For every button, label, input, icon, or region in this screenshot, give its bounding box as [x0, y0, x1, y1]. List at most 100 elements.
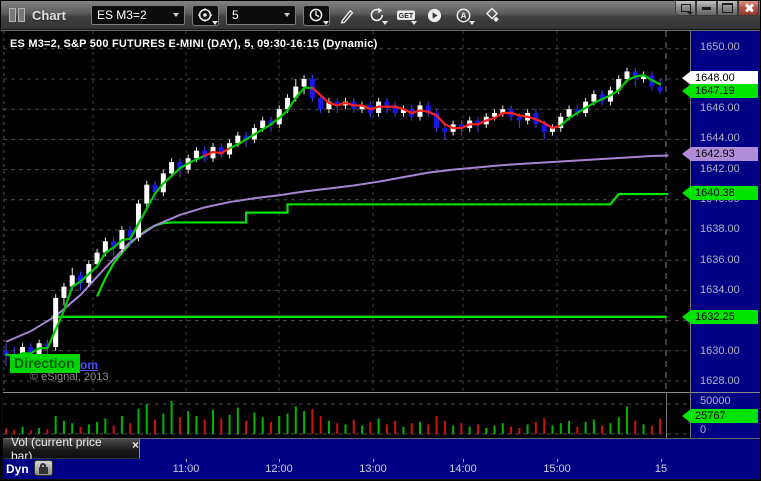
volume-bar	[294, 406, 297, 434]
divider	[1, 30, 760, 31]
volume-bar	[626, 406, 628, 434]
fast-ma-segment	[394, 105, 405, 111]
time-template-button[interactable]	[302, 4, 330, 26]
volume-bar	[87, 424, 90, 434]
price-tick-label: 1638.00	[700, 223, 740, 235]
close-window-button[interactable]	[738, 1, 759, 16]
pane-divider	[3, 392, 760, 393]
volume-bar	[485, 428, 488, 434]
volume-bar	[518, 428, 521, 434]
volume-bar	[336, 423, 339, 434]
dynamic-mode-label: Dyn	[6, 462, 29, 476]
time-tick-label: 11:00	[172, 463, 200, 475]
price-axis[interactable]: 1650.001646.001644.001642.001640.001638.…	[682, 31, 760, 392]
volume-indicator-tab[interactable]: Vol (current price bar) ×	[3, 435, 140, 463]
chevron-down-icon	[283, 13, 290, 17]
indicator-link[interactable]: om	[80, 358, 98, 372]
clock-icon	[310, 8, 323, 22]
restore-icon	[680, 4, 693, 15]
candle	[392, 105, 398, 113]
fast-ma-segment	[170, 167, 181, 177]
maximize-button[interactable]	[717, 1, 738, 16]
price-pane[interactable]: ES M3=2, S&P 500 FUTURES E-MINI (DAY), 5…	[3, 31, 691, 392]
volume-bar	[21, 426, 24, 434]
candle	[243, 135, 249, 140]
volume-bar	[510, 426, 513, 434]
volume-bar	[460, 423, 463, 434]
volume-bar	[427, 424, 430, 434]
volume-bar	[493, 425, 496, 434]
volume-pane[interactable]	[3, 393, 691, 438]
symbol-combobox[interactable]: ES M3=2	[90, 5, 185, 25]
fast-ma-segment	[187, 158, 198, 165]
window-panes-icon	[9, 8, 25, 22]
indicator-tab-bar: Vol (current price bar) ×	[3, 435, 760, 463]
volume-bar	[261, 417, 264, 434]
fast-ma-segment	[137, 207, 148, 225]
fast-ma-segment	[54, 309, 66, 331]
fast-ma-segment	[46, 328, 57, 350]
restore-window-button[interactable]	[675, 1, 696, 16]
volume-bar	[170, 401, 173, 434]
fast-ma-segment	[327, 101, 339, 107]
format-painter-button[interactable]	[482, 5, 504, 25]
minimize-button[interactable]	[696, 1, 717, 16]
price-tick-label: 1634.00	[700, 284, 740, 296]
candle	[475, 120, 481, 125]
play-button[interactable]	[424, 5, 446, 25]
auto-annotation-button[interactable]: A	[453, 5, 475, 25]
candle	[285, 97, 291, 110]
fast-ma-segment	[311, 86, 322, 97]
volume-bar	[443, 420, 446, 434]
draw-pencil-button[interactable]	[337, 5, 359, 25]
interval-combobox[interactable]: 5	[225, 5, 296, 25]
candle	[458, 124, 464, 129]
symbol-settings-button[interactable]	[191, 4, 219, 26]
candle	[334, 101, 340, 106]
volume-bar	[212, 410, 214, 434]
candle	[516, 116, 522, 121]
fast-ma-segment	[253, 128, 264, 136]
fast-ma-segment	[551, 124, 562, 130]
minimize-icon	[702, 6, 711, 10]
svg-text:GET: GET	[399, 13, 414, 20]
time-tick-label: 12:00	[265, 463, 293, 475]
fast-ma-segment	[344, 101, 355, 107]
volume-axis[interactable]: 50000 0 25767	[682, 393, 760, 438]
candle	[616, 79, 622, 91]
volume-bar	[286, 413, 289, 434]
curved-arrow-icon	[370, 7, 383, 22]
close-icon[interactable]: ×	[131, 437, 139, 452]
candle	[657, 86, 663, 92]
interval-value: 5	[231, 8, 239, 22]
fast-ma-segment	[87, 265, 99, 276]
volume-bar	[96, 422, 99, 434]
time-tick-mark	[661, 459, 662, 462]
volume-bar	[187, 411, 190, 434]
price-tag: 1648.00	[682, 71, 758, 85]
candle	[400, 109, 406, 113]
play-icon	[428, 8, 442, 22]
candle	[318, 97, 324, 110]
candle	[177, 162, 183, 170]
candle	[44, 343, 50, 348]
axis-divider	[690, 31, 691, 459]
candle	[541, 124, 547, 132]
fast-ma-segment	[120, 237, 132, 242]
volume-bar	[394, 420, 397, 434]
volume-bar	[245, 420, 248, 434]
fast-ma-segment	[79, 272, 90, 283]
volume-bar	[501, 423, 504, 434]
toolbar: Chart ES M3=2 5	[1, 1, 760, 30]
fast-ma-segment	[286, 96, 297, 112]
lock-button[interactable]	[34, 460, 53, 476]
fast-ma-segment	[29, 347, 41, 355]
candle	[28, 347, 34, 355]
candle	[260, 120, 266, 129]
get-data-button[interactable]: GET	[395, 5, 417, 25]
share-button[interactable]	[366, 5, 388, 25]
time-axis[interactable]: Dyn 11:00 12:00 13:00 14:00 15:00 15	[3, 459, 760, 479]
volume-bar	[29, 430, 32, 434]
volume-bar	[129, 423, 132, 434]
